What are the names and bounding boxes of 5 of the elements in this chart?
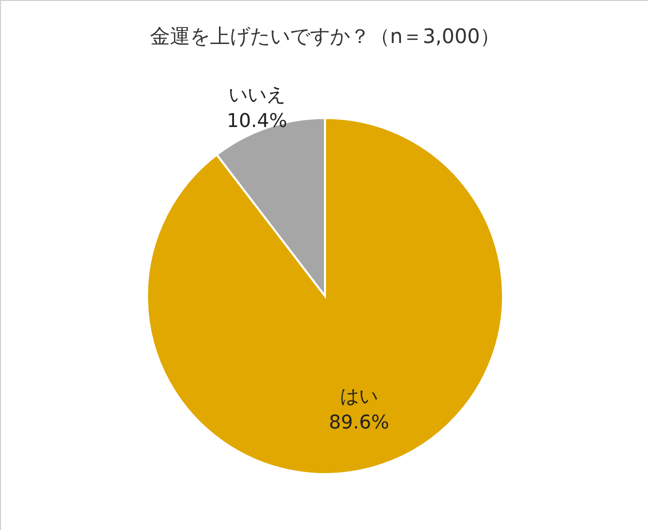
data-label: 10.4%	[226, 110, 288, 132]
chart-title: 金運を上げたいですか？（n＝3,000）	[150, 24, 500, 48]
slice-label: いいえ	[228, 84, 286, 106]
slice-label: はい	[340, 385, 378, 408]
data-label: 89.6%	[328, 411, 390, 434]
